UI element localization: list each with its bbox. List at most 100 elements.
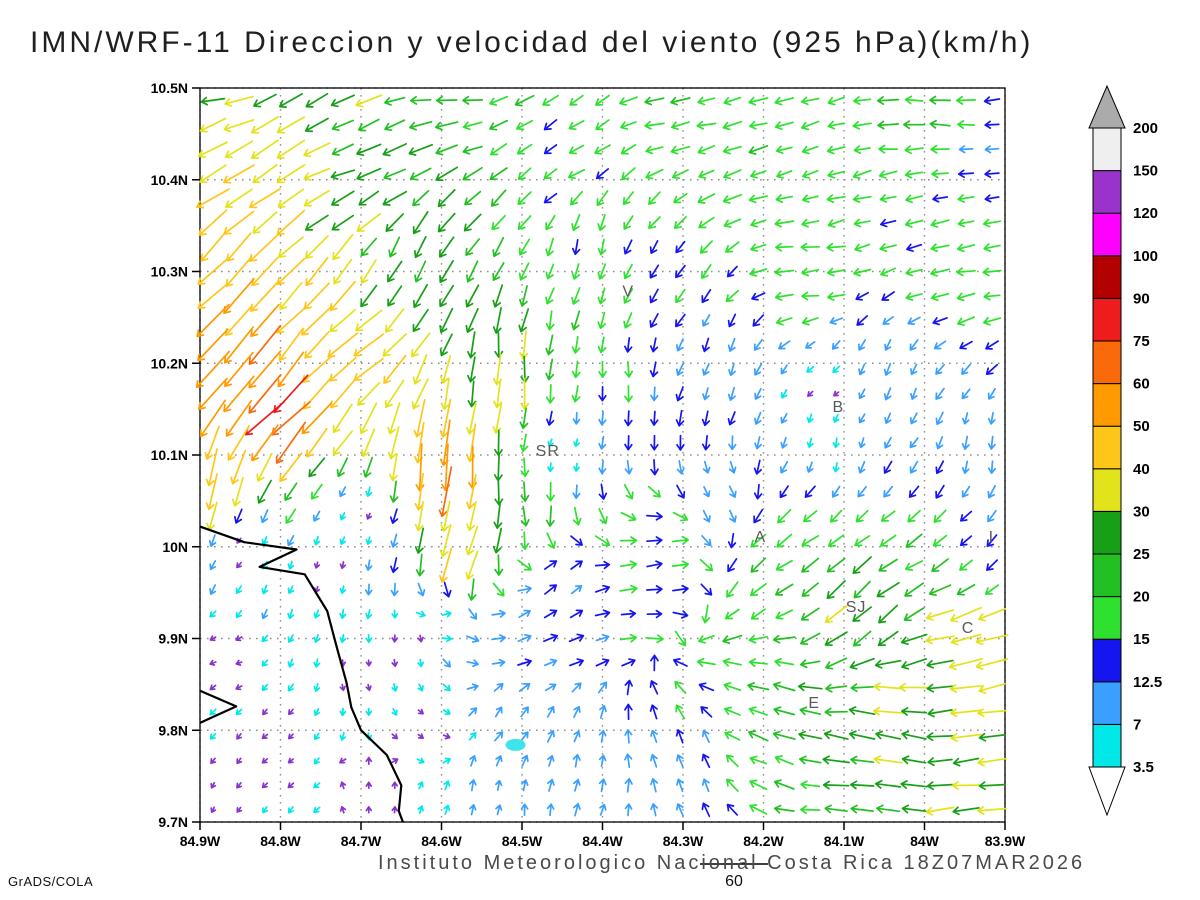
- wind-vector: [800, 96, 820, 106]
- wind-vector: [466, 635, 480, 643]
- wind-vector: [261, 733, 269, 740]
- wind-vector: [827, 534, 845, 547]
- wind-vector: [701, 314, 711, 327]
- wind-vector: [573, 462, 580, 472]
- wind-vector: [802, 169, 819, 179]
- wind-vector: [224, 140, 254, 159]
- wind-vector: [984, 120, 1000, 129]
- wind-vector: [901, 755, 927, 765]
- wind-vector: [387, 426, 400, 460]
- wind-vector: [597, 238, 607, 256]
- wind-vector: [462, 121, 483, 131]
- wind-vector: [983, 291, 1001, 301]
- wind-vector: [985, 363, 999, 375]
- wind-vector: [900, 780, 928, 789]
- wind-vector: [339, 781, 347, 790]
- wind-vector: [518, 609, 531, 619]
- wind-vector: [223, 164, 255, 184]
- wind-vector: [571, 385, 581, 403]
- wind-vector: [383, 354, 407, 384]
- wind-vector: [199, 399, 227, 438]
- wind-vector: [439, 259, 454, 284]
- y-tick-label: 10.2N: [151, 355, 188, 371]
- wind-vector: [773, 779, 795, 790]
- colorbar-label: 15: [1133, 631, 1150, 648]
- wind-vector: [275, 421, 307, 464]
- wind-vector: [329, 308, 357, 333]
- wind-vector: [594, 535, 611, 547]
- wind-vector: [570, 535, 583, 546]
- wind-vector: [901, 730, 927, 740]
- wind-vector: [876, 96, 900, 105]
- wind-vector: [545, 237, 555, 257]
- wind-vector: [956, 584, 976, 596]
- wind-vector: [442, 708, 451, 715]
- wind-vector: [701, 434, 711, 451]
- wind-vector: [675, 338, 684, 352]
- wind-vector: [543, 119, 558, 131]
- wind-vector: [701, 288, 712, 304]
- wind-vector: [596, 190, 609, 207]
- wind-vector: [852, 169, 872, 180]
- wind-vector: [801, 291, 820, 301]
- wind-vector: [853, 267, 872, 277]
- wind-vector: [204, 425, 220, 460]
- wind-vector: [701, 264, 712, 279]
- wind-vector: [772, 681, 796, 692]
- wind-vector: [879, 218, 897, 228]
- wind-vector: [952, 757, 980, 767]
- wind-vector: [331, 190, 355, 206]
- wind-vector: [209, 708, 217, 716]
- wind-vector: [224, 188, 253, 208]
- wind-vector: [439, 307, 454, 334]
- wind-vector: [365, 659, 372, 667]
- wind-vector: [674, 680, 687, 694]
- wind-vector: [623, 312, 633, 329]
- wind-vector: [365, 756, 373, 765]
- wind-vector: [749, 583, 767, 597]
- wind-vector: [594, 609, 611, 618]
- wind-vector: [977, 607, 1007, 622]
- wind-vector: [648, 216, 661, 229]
- wind-vector: [442, 658, 451, 668]
- wind-vector: [703, 486, 711, 498]
- wind-vector: [235, 609, 243, 619]
- wind-vector: [957, 218, 975, 228]
- wind-vector: [701, 753, 711, 769]
- y-tick-label: 9.8N: [158, 722, 188, 738]
- wind-vector: [624, 777, 633, 793]
- wind-vector: [750, 608, 766, 620]
- wind-vector: [727, 411, 736, 426]
- y-tick-label: 10.1N: [151, 447, 188, 463]
- wind-vector: [303, 282, 330, 310]
- wind-vector: [935, 387, 945, 400]
- wind-vector: [983, 243, 1001, 252]
- wind-vector: [898, 682, 930, 692]
- wind-vector: [250, 116, 279, 134]
- wind-vector: [624, 410, 633, 427]
- wind-vector: [200, 96, 226, 106]
- wind-vector: [801, 557, 820, 573]
- wind-vector: [826, 194, 846, 204]
- wind-vector: [904, 145, 924, 155]
- wind-vector: [385, 213, 405, 232]
- wind-vector: [753, 459, 763, 475]
- wind-vector: [287, 683, 295, 692]
- wind-vector: [800, 607, 820, 621]
- wind-vector: [200, 232, 226, 262]
- wind-vector: [925, 609, 955, 621]
- wind-vector: [853, 96, 872, 105]
- wind-vector: [724, 731, 741, 741]
- colorbar-band: [1092, 553, 1122, 598]
- wind-vector: [748, 730, 769, 742]
- wind-vector: [520, 505, 530, 527]
- wind-vector: [224, 304, 253, 337]
- wind-vector: [412, 283, 429, 309]
- wind-vector: [649, 361, 659, 378]
- wind-vector: [251, 256, 279, 287]
- wind-vector: [776, 533, 793, 548]
- wind-vector: [882, 315, 894, 325]
- colorbar-band: [1092, 723, 1122, 768]
- wind-vector: [857, 485, 867, 498]
- wind-vector: [391, 658, 399, 668]
